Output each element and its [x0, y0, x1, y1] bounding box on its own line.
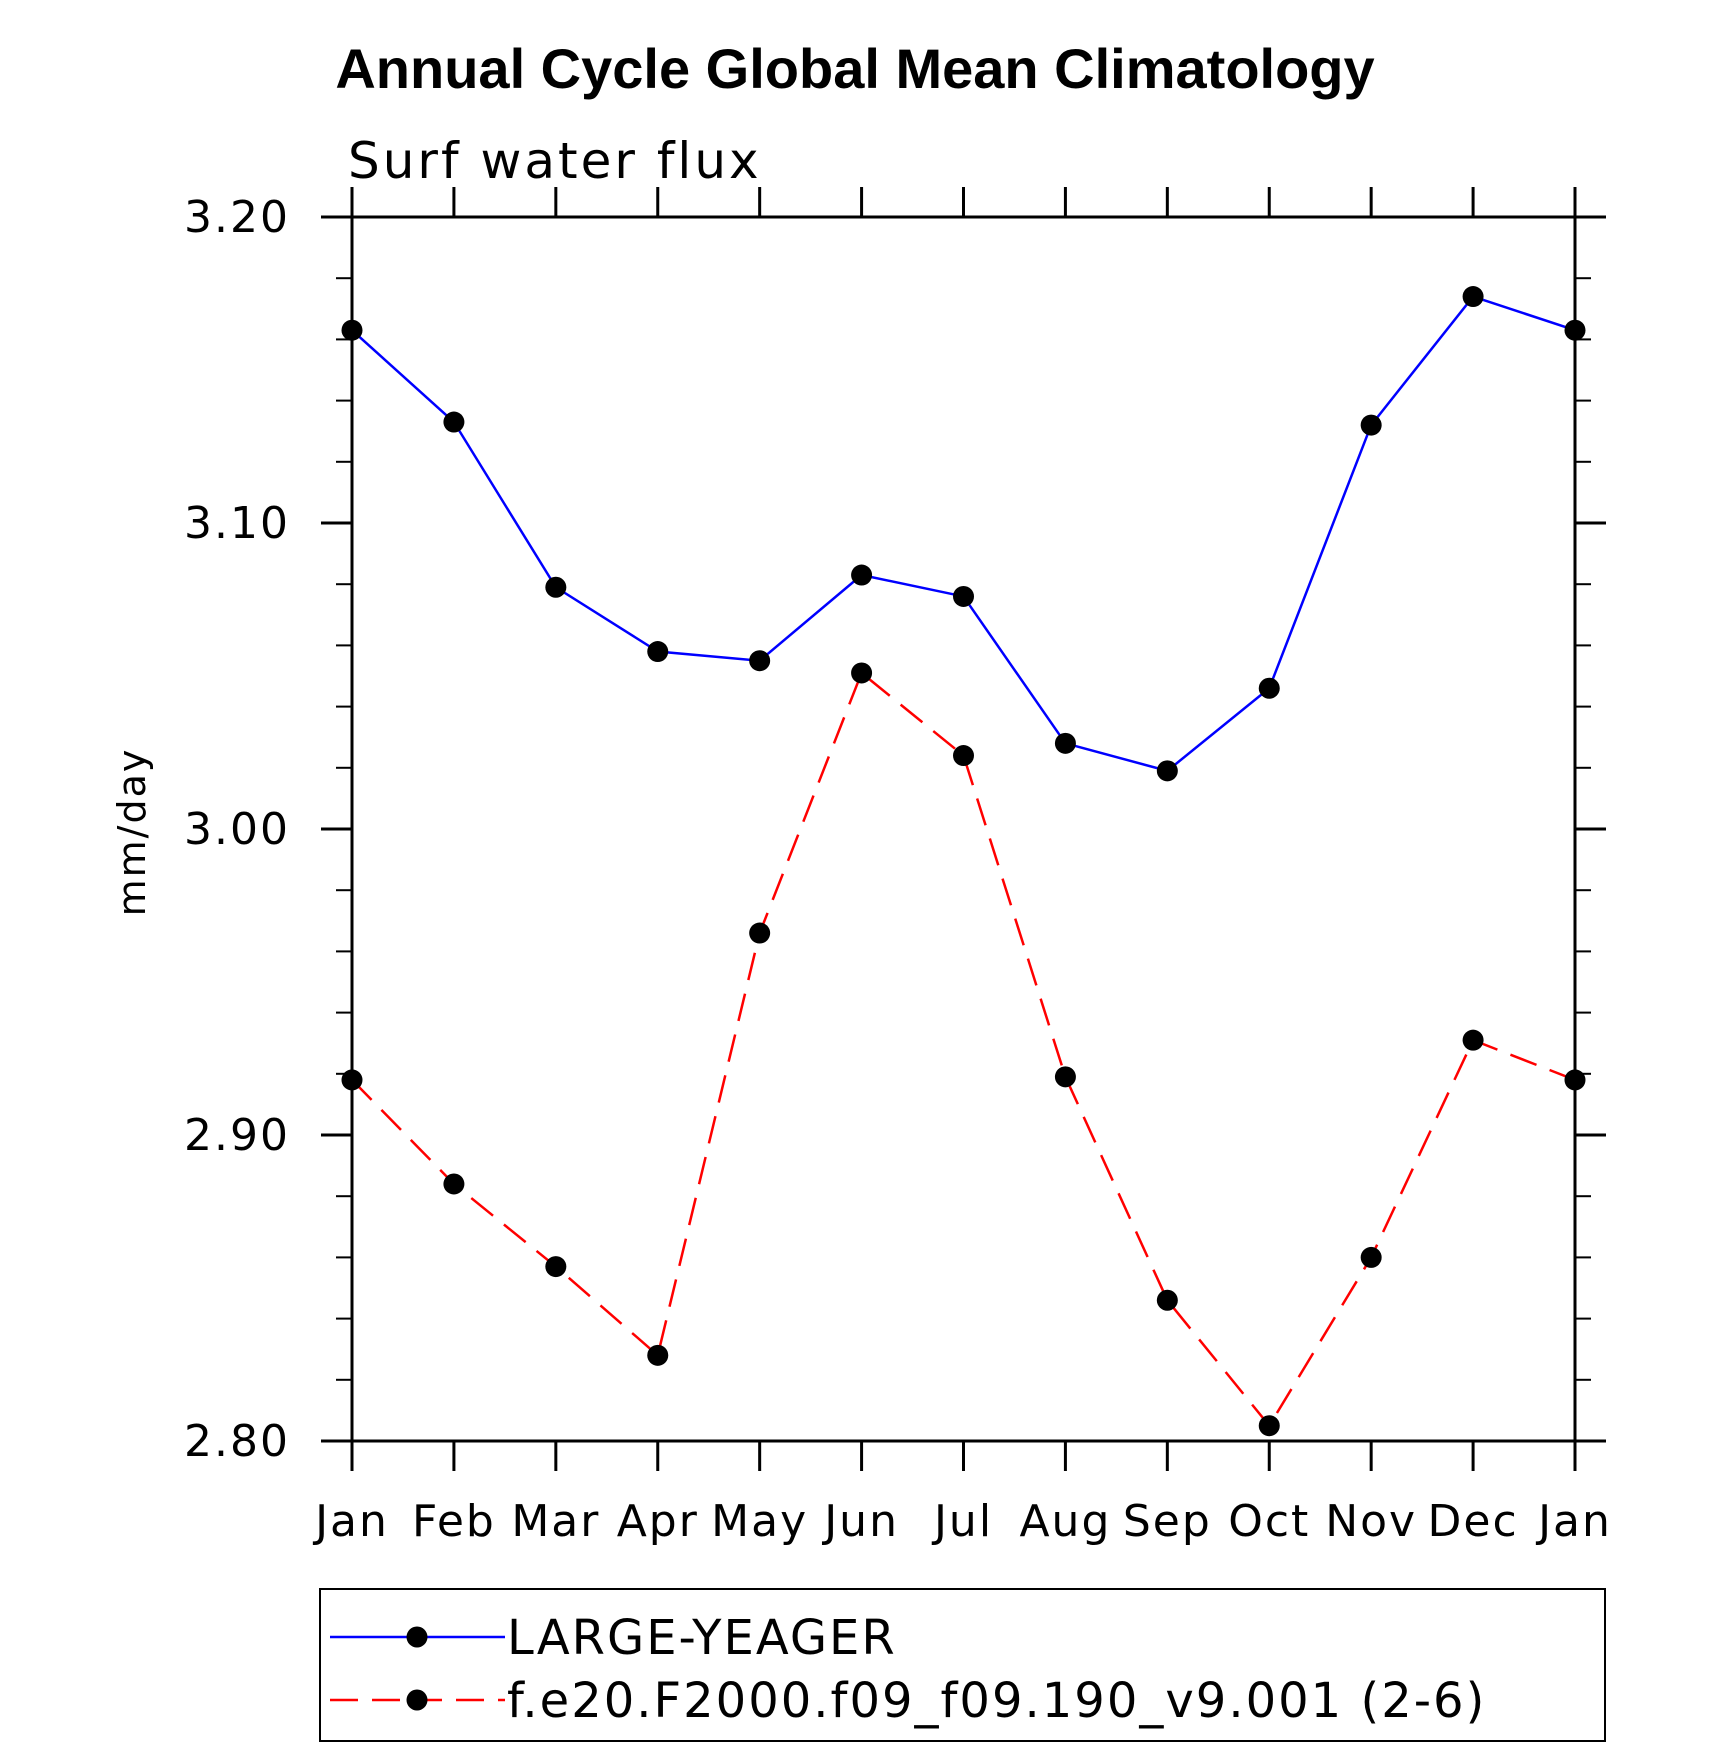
data-point — [1360, 1246, 1382, 1268]
x-tick-label: Oct — [1228, 1496, 1310, 1547]
legend: LARGE-YEAGER f.e20.F2000.f09_f09.190_v9.0… — [319, 1588, 1606, 1742]
data-point — [341, 319, 363, 341]
data-point — [443, 411, 465, 433]
x-axis: Jan Feb Mar Apr May Jun Jul Aug Sep Oct Nov Dec Jan — [312, 187, 1612, 1547]
data-point — [1156, 1289, 1178, 1311]
y-tick-label: 3.20 — [184, 192, 290, 243]
chart-title: Annual Cycle Global Mean Climatology — [335, 37, 1374, 100]
x-tick-label: Sep — [1123, 1496, 1212, 1547]
data-point — [1156, 760, 1178, 782]
y-tick-label: 2.90 — [184, 1110, 290, 1161]
x-tick-label: Nov — [1325, 1496, 1417, 1547]
data-point — [953, 585, 974, 607]
legend-marker-1 — [406, 1626, 428, 1648]
data-point — [1054, 732, 1076, 754]
y-axis-label: mm/day — [110, 748, 154, 917]
x-tick-label: Dec — [1428, 1496, 1519, 1547]
chart-subtitle: Surf water flux — [348, 132, 762, 190]
data-point — [443, 1173, 465, 1195]
data-point — [851, 564, 873, 586]
data-point — [953, 745, 974, 767]
series-layer — [341, 286, 1586, 1437]
legend-label-2: f.e20.F2000.f09_f09.190_v9.001 (2-6) — [507, 1673, 1486, 1729]
x-tick-label: Jul — [931, 1496, 993, 1547]
data-point — [749, 650, 771, 672]
legend-box — [319, 1588, 1606, 1742]
legend-marker-2 — [406, 1689, 428, 1711]
data-point — [545, 576, 567, 598]
legend-label-1: LARGE-YEAGER — [507, 1610, 897, 1666]
data-point — [1258, 1415, 1280, 1437]
y-axis: 3.20 3.10 3.00 2.90 2.80 — [184, 192, 1606, 1467]
data-point — [1564, 319, 1586, 341]
data-point — [647, 641, 669, 663]
x-tick-label: Apr — [617, 1496, 699, 1547]
data-point — [1564, 1069, 1586, 1091]
data-point — [1258, 677, 1280, 699]
data-point — [1360, 414, 1382, 436]
series-line-1 — [351, 295, 1576, 773]
y-tick-label: 2.80 — [184, 1416, 290, 1467]
x-tick-label: Aug — [1019, 1496, 1111, 1547]
x-tick-label: Jun — [821, 1496, 899, 1547]
y-tick-label: 3.00 — [184, 804, 290, 855]
x-tick-label: May — [711, 1496, 808, 1547]
x-tick-label: Jan — [312, 1496, 389, 1547]
y-tick-label: 3.10 — [184, 498, 290, 549]
data-point — [341, 1069, 363, 1091]
data-point — [1462, 286, 1484, 308]
data-point — [1054, 1066, 1076, 1088]
x-tick-label: Mar — [511, 1496, 600, 1547]
data-point — [749, 922, 771, 944]
data-point — [647, 1344, 669, 1366]
data-point — [545, 1256, 567, 1278]
x-tick-label: Feb — [412, 1496, 496, 1547]
x-tick-label: Jan — [1535, 1496, 1612, 1547]
data-point — [851, 662, 873, 684]
series-line-2 — [351, 670, 1576, 1428]
data-point — [1462, 1029, 1484, 1051]
